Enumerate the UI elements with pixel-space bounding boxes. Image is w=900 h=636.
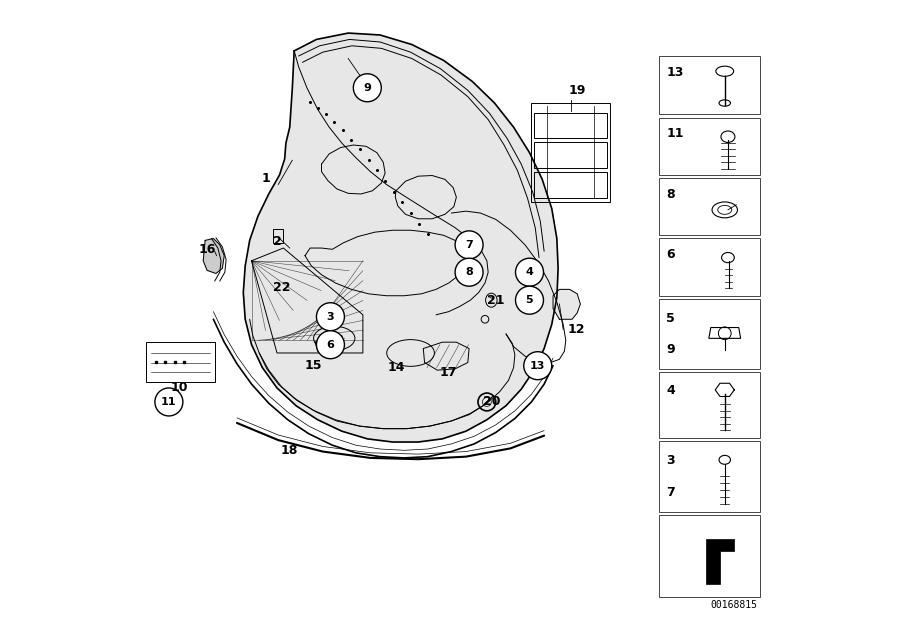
Text: 22: 22 (273, 281, 290, 294)
Circle shape (354, 74, 382, 102)
Polygon shape (706, 539, 734, 584)
Circle shape (524, 352, 552, 380)
Text: 8: 8 (666, 188, 675, 200)
Circle shape (317, 303, 345, 331)
Polygon shape (553, 289, 580, 319)
Bar (534, 113, 608, 138)
Bar (146, 342, 215, 382)
Bar (531, 103, 610, 202)
Text: 13: 13 (530, 361, 545, 371)
Text: 8: 8 (465, 267, 473, 277)
Text: 18: 18 (281, 444, 299, 457)
Circle shape (516, 286, 544, 314)
Text: 5: 5 (666, 312, 675, 325)
Bar (659, 238, 760, 296)
Text: 6: 6 (666, 248, 675, 261)
Text: 11: 11 (161, 397, 176, 407)
Text: 20: 20 (482, 396, 500, 408)
Bar (534, 142, 608, 168)
Text: 3: 3 (327, 312, 334, 322)
Text: 11: 11 (666, 127, 684, 140)
Text: 3: 3 (666, 454, 675, 467)
Text: 12: 12 (567, 323, 585, 336)
Text: 9: 9 (666, 343, 675, 356)
Text: 17: 17 (440, 366, 457, 378)
Text: 4: 4 (526, 267, 534, 277)
Bar (274, 229, 283, 243)
Text: 1: 1 (261, 172, 270, 184)
Text: 21: 21 (487, 294, 505, 307)
Bar (659, 515, 760, 597)
Bar (659, 118, 760, 175)
Text: 2: 2 (273, 235, 282, 248)
Text: 19: 19 (569, 84, 586, 97)
Text: 4: 4 (666, 384, 675, 397)
Text: 00168815: 00168815 (710, 600, 757, 611)
Text: 13: 13 (666, 66, 684, 79)
Polygon shape (203, 238, 224, 273)
Bar (534, 172, 608, 198)
Bar (659, 178, 760, 235)
Bar (659, 372, 760, 438)
Text: 7: 7 (666, 485, 675, 499)
Bar (659, 299, 760, 369)
Text: 10: 10 (171, 382, 188, 394)
Circle shape (516, 258, 544, 286)
Bar (659, 441, 760, 512)
Polygon shape (243, 33, 558, 442)
Bar (659, 56, 760, 114)
Text: 14: 14 (387, 361, 405, 374)
Text: 7: 7 (465, 240, 473, 250)
Circle shape (455, 231, 483, 259)
Text: 16: 16 (198, 243, 216, 256)
Circle shape (455, 258, 483, 286)
Circle shape (155, 388, 183, 416)
Text: 15: 15 (304, 359, 322, 372)
Text: 5: 5 (526, 295, 534, 305)
Text: 9: 9 (364, 83, 372, 93)
Text: 6: 6 (327, 340, 335, 350)
Circle shape (317, 331, 345, 359)
